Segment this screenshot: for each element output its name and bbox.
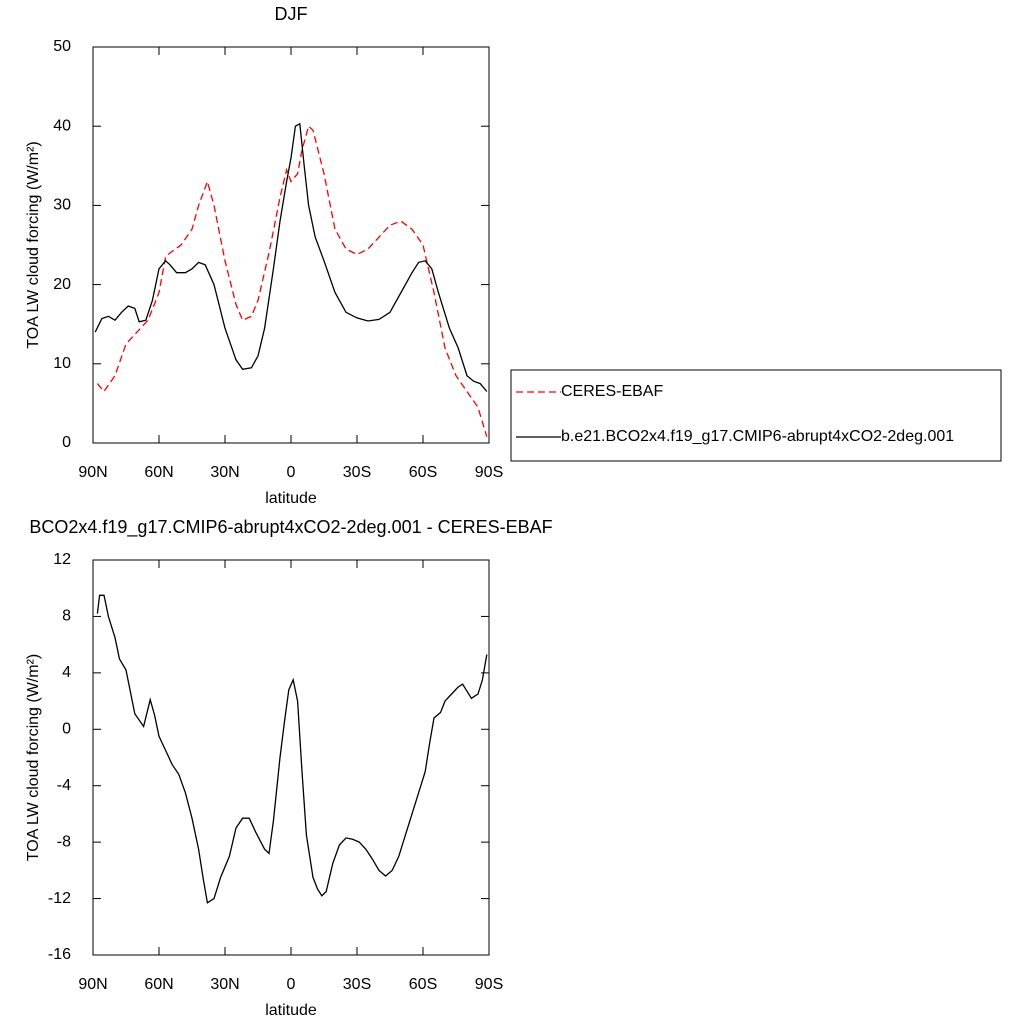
x-axis-label: latitude [265, 1002, 317, 1019]
chart-title: DJF [275, 4, 308, 24]
legend-box [510, 369, 1002, 462]
y-tick-label: -16 [48, 946, 71, 963]
y-tick-label: -12 [48, 890, 71, 907]
y-axis-label: TOA LW cloud forcing (W/m²) [25, 141, 42, 348]
x-tick-label: 30S [343, 464, 371, 481]
chart-title: BCO2x4.f19_g17.CMIP6-abrupt4xCO2-2deg.00… [29, 517, 552, 538]
x-tick-label: 60S [409, 976, 437, 993]
legend-label: CERES-EBAF [561, 383, 663, 400]
x-tick-label: 90S [475, 976, 503, 993]
y-tick-label: -8 [57, 833, 71, 850]
data-line [96, 125, 488, 437]
data-line [94, 122, 488, 392]
plot-frame [92, 559, 490, 956]
x-tick-label: 90N [78, 976, 107, 993]
x-tick-label: 60S [409, 464, 437, 481]
y-tick-label: 20 [53, 276, 71, 293]
x-tick-label: 30N [210, 976, 239, 993]
y-axis-label: TOA LW cloud forcing (W/m²) [25, 654, 42, 861]
x-axis-label: latitude [265, 490, 317, 507]
x-tick-label: 60N [144, 464, 173, 481]
legend-label: b.e21.BCO2x4.f19_g17.CMIP6-abrupt4xCO2-2… [561, 428, 954, 445]
x-tick-label: 0 [287, 976, 296, 993]
x-tick-label: 0 [287, 464, 296, 481]
y-tick-label: 0 [62, 721, 71, 738]
x-tick-label: 30N [210, 464, 239, 481]
plot-frame [92, 46, 490, 444]
data-line [96, 594, 488, 904]
y-tick-label: 30 [53, 197, 71, 214]
x-tick-label: 30S [343, 976, 371, 993]
x-tick-label: 60N [144, 976, 173, 993]
y-tick-label: 10 [53, 355, 71, 372]
x-tick-label: 90N [78, 464, 107, 481]
y-tick-label: 8 [62, 608, 71, 625]
y-tick-label: 12 [53, 551, 71, 568]
y-tick-label: 0 [62, 434, 71, 451]
y-tick-label: 40 [53, 117, 71, 134]
y-tick-label: 50 [53, 38, 71, 55]
y-tick-label: 4 [62, 664, 71, 681]
y-tick-label: -4 [57, 777, 71, 794]
x-tick-label: 90S [475, 464, 503, 481]
